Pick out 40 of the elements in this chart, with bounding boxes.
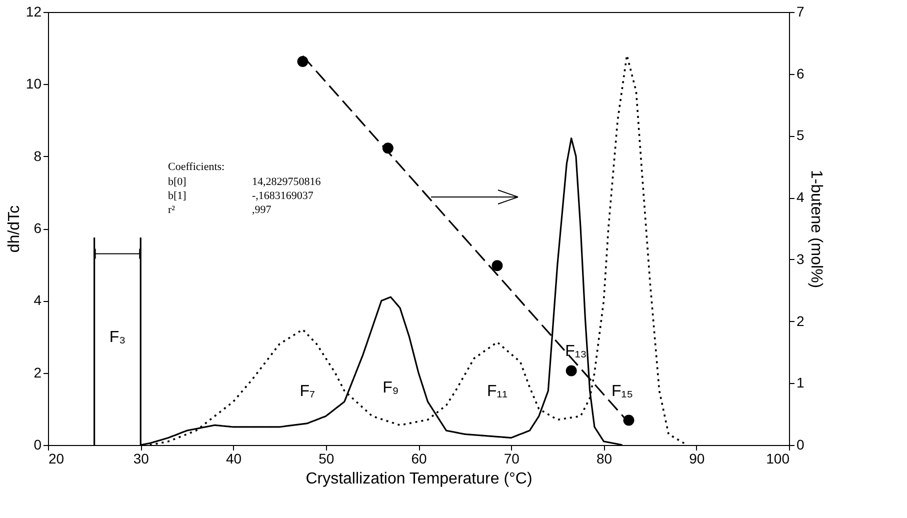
y-tick-label: 8	[34, 148, 42, 164]
y2-tick-label: 6	[796, 65, 804, 82]
x-tick-label: 20	[48, 450, 64, 466]
annotation: ,997	[252, 204, 272, 216]
y-tick-label: 6	[34, 220, 42, 236]
y-tick-label: 12	[26, 4, 42, 20]
annotation: F₁₅	[611, 382, 634, 400]
annotation: 14,2829750816	[252, 176, 322, 188]
annotation: F₁₃	[565, 343, 587, 360]
annotation: b[1]	[168, 190, 186, 202]
y-tick-label: 10	[26, 76, 42, 92]
y-axis-title: dh/dTc	[6, 205, 23, 253]
y-tick-label: 2	[34, 364, 42, 380]
annotation: F₁₁	[486, 382, 508, 400]
annotation: -,1683169037	[252, 190, 314, 202]
x-tick-label: 100	[766, 450, 790, 466]
y2-tick-label: 5	[796, 127, 804, 144]
x-tick-label: 30	[133, 450, 150, 466]
y2-tick-label: 3	[796, 250, 804, 267]
y2-tick-label: 2	[796, 312, 804, 329]
x-axis-title: Crystallization Temperature (°C)	[306, 470, 532, 488]
y-tick-label: 0	[34, 436, 42, 452]
y2-tick-label: 0	[796, 436, 804, 452]
y2-tick-label: 1	[796, 374, 804, 391]
x-tick-label: 70	[504, 450, 520, 466]
annotation: Coefficients:	[168, 161, 225, 173]
y-tick-label: 4	[34, 292, 42, 308]
x-tick-label: 60	[411, 450, 427, 466]
annotation: F₉	[382, 379, 399, 396]
x-tick-label: 40	[226, 450, 242, 466]
annotation: r²	[168, 204, 176, 216]
y2-tick-label: 4	[796, 189, 804, 206]
x-tick-label: 90	[689, 450, 705, 466]
x-tick-label: 80	[596, 450, 612, 466]
x-tick-label: 50	[318, 450, 334, 466]
annotation: F₃	[109, 328, 126, 346]
y2-axis-title: 1-butene (mol%)	[807, 170, 824, 288]
y2-tick-label: 7	[796, 4, 804, 20]
annotation: F₇	[300, 382, 315, 400]
annotation: b[0]	[168, 176, 186, 188]
